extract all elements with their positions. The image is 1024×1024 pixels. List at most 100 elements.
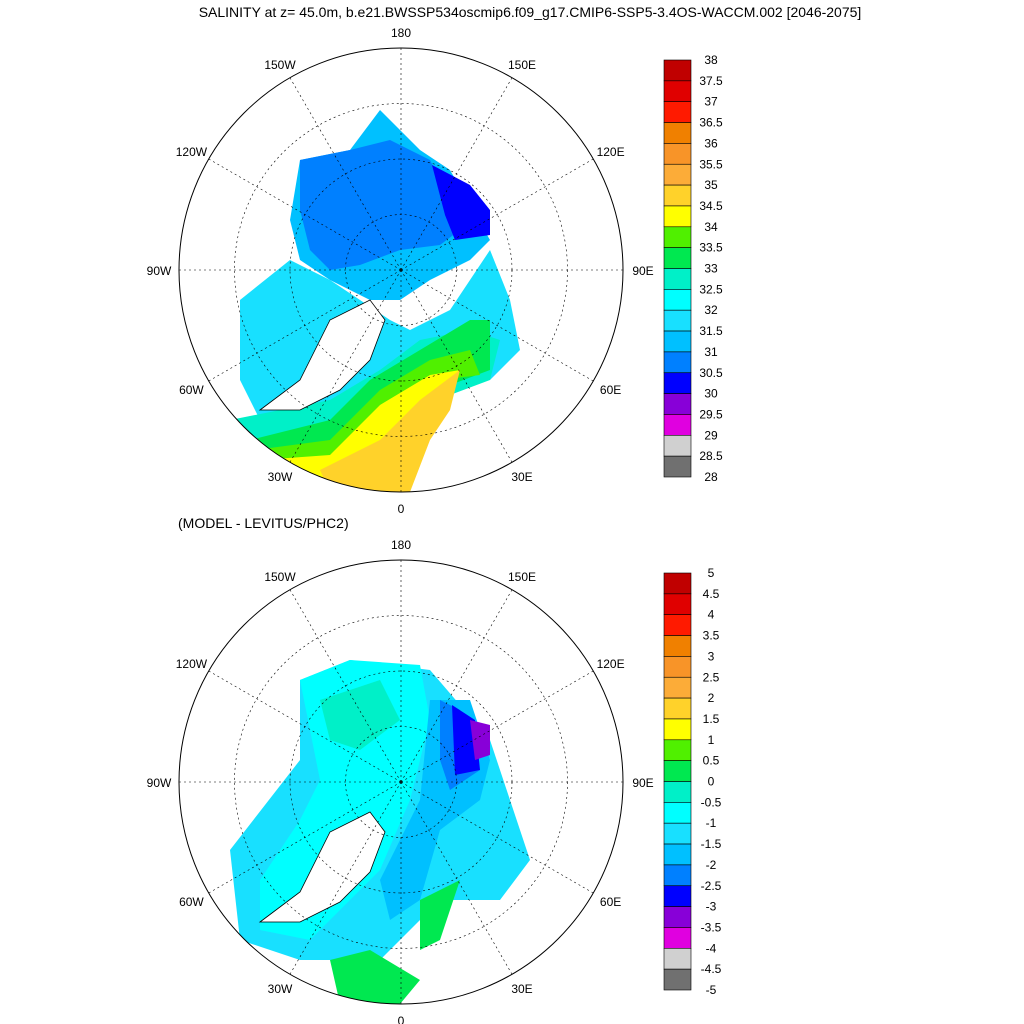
- colorbar-salinity: 38 37.5 37 36.5 36 35.5 35 34.5 34 33.5 33 32.5 32 31…: [663, 53, 723, 484]
- longitude-label: 180: [391, 538, 411, 552]
- longitude-label: 30E: [511, 982, 532, 996]
- colorbar-swatch: [663, 635, 692, 657]
- colorbar-swatch: [663, 572, 692, 595]
- colorbar-swatch: [663, 843, 692, 866]
- longitude-label: 60W: [179, 383, 204, 397]
- longitude-labels: 180 150E 120E 90E 60E 30E 0 30W 60W 90W 120W 150W: [147, 26, 654, 516]
- colorbar-swatch: [663, 59, 692, 82]
- colorbar-swatch: [663, 247, 692, 269]
- colorbar-swatch: [663, 927, 692, 949]
- colorbar-swatch: [663, 760, 692, 782]
- colorbar-swatch: [663, 122, 692, 144]
- longitude-label: 150W: [264, 58, 296, 72]
- meridian-line: [400, 781, 594, 894]
- meridian-line: [208, 269, 402, 382]
- colorbar-label: 36.5: [699, 116, 723, 130]
- colorbar-swatch: [663, 393, 692, 415]
- colorbar-swatch: [663, 289, 692, 311]
- colorbar-swatch: [663, 656, 692, 678]
- longitude-label: 150E: [508, 570, 536, 584]
- colorbar-swatch: [663, 80, 692, 102]
- longitude-label: 120W: [176, 145, 208, 159]
- longitude-label: 60W: [179, 895, 204, 909]
- colorbar-label: 32.5: [699, 282, 723, 296]
- longitude-label: 90E: [632, 776, 653, 790]
- colorbar-label: 37.5: [699, 74, 723, 88]
- colorbar-swatch: [663, 414, 692, 436]
- meridian-line: [400, 269, 594, 382]
- colorbar-label: 34.5: [699, 199, 723, 213]
- meridian-line: [400, 781, 513, 975]
- colorbar-swatch: [663, 351, 692, 374]
- land-greenland: [258, 811, 386, 923]
- colorbar-label: 1: [708, 733, 715, 747]
- ocean-region-green: [250, 320, 490, 470]
- colorbar-label: 34: [704, 220, 718, 234]
- colorbar-swatch: [663, 676, 692, 699]
- colorbar-swatch: [663, 968, 692, 991]
- difference-subtitle: (MODEL - LEVITUS/PHC2): [178, 515, 349, 531]
- colorbar-label: 0.5: [703, 754, 720, 768]
- colorbar-swatch: [663, 947, 692, 970]
- colorbar-label: 33: [704, 262, 718, 276]
- ocean-region-mid-blue: [300, 140, 460, 270]
- colorbar-swatch: [663, 184, 692, 207]
- colorbar-swatch: [663, 885, 692, 907]
- longitude-label: 0: [398, 502, 405, 516]
- colorbar-swatch: [663, 906, 692, 928]
- colorbar-label: 35: [704, 178, 718, 192]
- colorbar-label: 32: [704, 303, 718, 317]
- longitude-label: 60E: [600, 895, 621, 909]
- longitude-label: 180: [391, 26, 411, 40]
- colorbar-label: 28: [704, 470, 718, 484]
- colorbar-swatch: [663, 268, 692, 290]
- colorbar-label: 4.5: [703, 587, 720, 601]
- longitude-label: 150E: [508, 58, 536, 72]
- colorbar-label: 0: [708, 775, 715, 789]
- longitude-label: 120W: [176, 657, 208, 671]
- longitude-label: 60E: [600, 383, 621, 397]
- colorbar-label: 31: [704, 345, 718, 359]
- colorbar-label: 28.5: [699, 449, 723, 463]
- longitude-label: 150W: [264, 570, 296, 584]
- meridian-line: [400, 589, 513, 783]
- colorbar-label: 3.5: [703, 629, 720, 643]
- meridian-line: [400, 269, 513, 463]
- colorbar-swatch: [663, 434, 692, 457]
- ocean-region-green: [330, 950, 420, 1004]
- salinity-map: [179, 48, 623, 492]
- meridian-line: [289, 77, 402, 271]
- graticule: [179, 48, 623, 492]
- colorbar-label: 36: [704, 136, 718, 150]
- ocean-region-cyan-light: [260, 660, 430, 940]
- colorbar-label: 30: [704, 387, 718, 401]
- meridian-line: [400, 158, 594, 271]
- ocean-region-yellow: [260, 370, 460, 492]
- meridian-line: [289, 589, 402, 783]
- longitude-label: 30W: [268, 470, 293, 484]
- colorbar-label: -3.5: [701, 920, 722, 934]
- colorbar-label: 5: [708, 566, 715, 580]
- colorbar-swatch: [663, 226, 692, 248]
- colorbar-swatch: [663, 781, 692, 803]
- colorbar-swatch: [663, 614, 692, 636]
- colorbar-label: 37: [704, 95, 718, 109]
- longitude-labels: 180 150E 120E 90E 60E 30E 0 30W 60W 90W 120W 150W: [147, 538, 654, 1024]
- meridian-line: [208, 670, 402, 783]
- colorbar-label: -5: [706, 983, 717, 997]
- colorbar-swatch: [663, 143, 692, 165]
- colorbar-label: -2: [706, 858, 717, 872]
- ocean-region-gold: [320, 370, 460, 492]
- colorbar-label: 29: [704, 428, 718, 442]
- colorbar-label: -0.5: [701, 795, 722, 809]
- colorbar-swatch: [663, 697, 692, 720]
- colorbar-label: 2.5: [703, 670, 720, 684]
- colorbar-label: 33.5: [699, 241, 723, 255]
- meridian-line: [400, 77, 513, 271]
- ocean-region-teal: [320, 680, 400, 750]
- meridian-line: [208, 158, 402, 271]
- longitude-label: 120E: [597, 657, 625, 671]
- colorbar-label: -1: [706, 816, 717, 830]
- colorbar-label: 29.5: [699, 407, 723, 421]
